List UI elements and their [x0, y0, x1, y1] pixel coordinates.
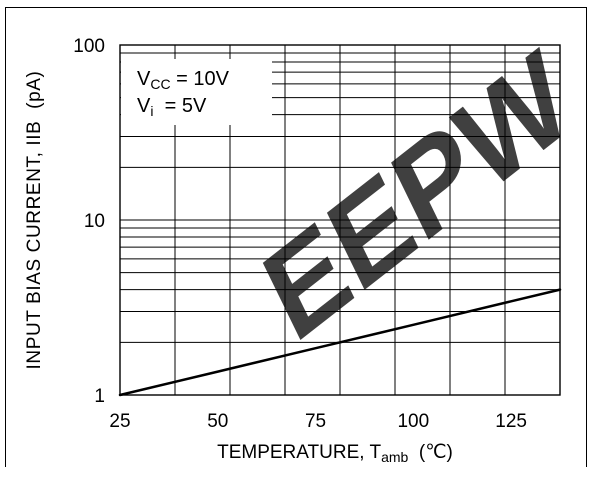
condition-value: = 10V	[171, 68, 230, 90]
watermark: EEPW	[245, 23, 590, 370]
conditions-box-background	[121, 59, 272, 125]
x-tick-label: 25	[109, 411, 130, 432]
condition-supply-voltage: VCC = 10V	[137, 68, 230, 92]
y-axis-title: INPUT BIAS CURRENT, IIB (pA)	[24, 71, 45, 370]
condition-subscript: i	[150, 103, 153, 119]
x-tick-label: 75	[305, 411, 326, 432]
x-tick-label: 50	[207, 411, 228, 432]
y-tick-label: 100	[73, 36, 105, 57]
x-axis-title-text: TEMPERATURE, T	[217, 442, 381, 463]
figure-frame	[5, 7, 587, 467]
condition-symbol: V	[137, 95, 151, 117]
x-tick-label: 125	[495, 411, 527, 432]
y-tick-labels: 1 10 100	[73, 36, 105, 407]
condition-subscript: CC	[150, 76, 170, 92]
x-axis-title-subscript: amb	[381, 449, 408, 465]
series-line	[118, 288, 562, 397]
x-axis-title: TEMPERATURE, Tamb (℃)	[217, 442, 453, 465]
conditions-box: VCC = 10V Vi = 5V	[121, 59, 272, 125]
series-layer	[118, 288, 562, 397]
y-tick-label: 10	[84, 211, 105, 232]
plot-frame	[119, 44, 561, 396]
x-tick-labels: 25 50 75 100 125	[109, 411, 527, 432]
condition-input-voltage: Vi = 5V	[137, 95, 207, 119]
condition-value: = 5V	[153, 95, 206, 117]
x-tick-label: 100	[397, 411, 429, 432]
y-tick-label: 1	[94, 386, 105, 407]
condition-symbol: V	[137, 68, 151, 90]
x-axis-title-unit: (℃)	[408, 442, 453, 463]
